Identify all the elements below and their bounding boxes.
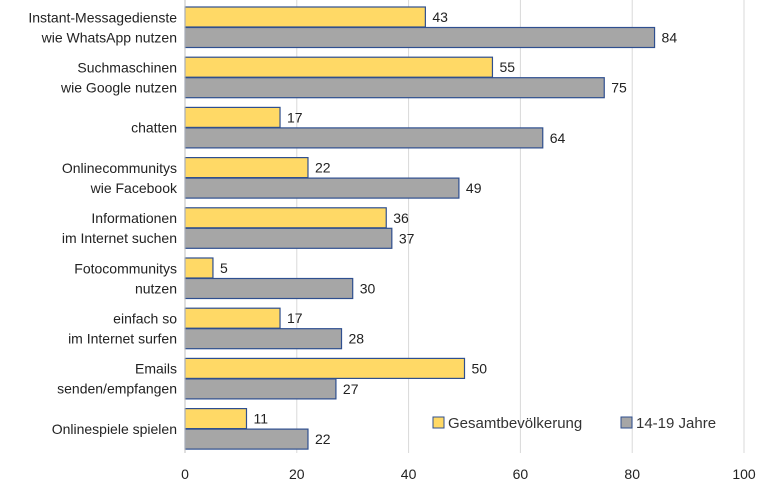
x-tick-label: 100 — [732, 466, 756, 482]
data-label: 50 — [472, 360, 488, 376]
data-label: 64 — [550, 130, 566, 146]
bar-jugend — [184, 428, 309, 450]
data-label: 55 — [499, 59, 515, 75]
data-label: 22 — [315, 160, 331, 176]
category-label: Onlinecommunitys — [62, 160, 177, 176]
category-label: Instant-Messagedienste — [28, 9, 177, 25]
legend-swatch — [432, 416, 445, 429]
data-label: 30 — [360, 281, 376, 297]
bar-gesamt — [184, 357, 466, 379]
category-label: einfach so — [113, 310, 177, 326]
legend-swatch — [620, 416, 633, 429]
category-label: im Internet surfen — [68, 330, 177, 346]
bar-jugend — [184, 277, 354, 300]
data-label: 28 — [349, 331, 365, 347]
category-label: wie Facebook — [90, 180, 178, 196]
bar-jugend — [184, 177, 460, 199]
bar-gesamt — [184, 408, 248, 430]
category-label: Onlinespiele spielen — [52, 421, 177, 437]
data-label: 75 — [611, 80, 627, 96]
bar-gesamt — [184, 157, 309, 179]
bar-gesamt — [184, 106, 281, 129]
data-label: 36 — [393, 210, 409, 226]
data-label: 11 — [253, 411, 268, 427]
bar-gesamt — [184, 207, 387, 229]
legend: Gesamtbevölkerung 14-19 Jahre — [432, 415, 716, 432]
category-label: nutzen — [135, 280, 177, 296]
data-label: 17 — [287, 310, 303, 326]
bar-gesamt — [184, 56, 494, 78]
category-label: Suchmaschinen — [77, 59, 177, 75]
data-label: 43 — [432, 9, 448, 25]
labels: 0 20 40 60 80 100 43 84 Instant-Messagedienste wi… — [28, 9, 756, 482]
data-label: 27 — [343, 381, 359, 397]
bar-jugend — [184, 77, 605, 99]
x-tick-label: 20 — [289, 466, 305, 482]
data-label: 49 — [466, 180, 482, 196]
bar-jugend — [184, 26, 656, 49]
data-label: 17 — [287, 109, 303, 125]
bar-gesamt — [184, 307, 281, 329]
category-label: wie Google nutzen — [60, 79, 177, 95]
data-label: 5 — [220, 260, 228, 276]
data-label: 84 — [662, 30, 678, 46]
x-tick-label: 40 — [401, 466, 417, 482]
bar-gesamt — [184, 257, 214, 279]
legend-label: Gesamtbevölkerung — [448, 415, 582, 432]
bar-jugend — [184, 378, 337, 400]
legend-label: 14-19 Jahre — [636, 415, 716, 432]
bar-gesamt — [184, 6, 426, 28]
data-label: 22 — [315, 431, 331, 447]
category-label: Emails — [135, 361, 177, 377]
x-tick-label: 60 — [513, 466, 529, 482]
bar-jugend — [184, 328, 343, 350]
bars — [184, 6, 656, 450]
category-label: senden/empfangen — [57, 381, 177, 397]
data-label: 37 — [399, 230, 415, 246]
category-label: Informationen — [91, 210, 177, 226]
bar-jugend — [184, 227, 393, 249]
category-label: wie WhatsApp nutzen — [41, 29, 177, 45]
x-tick-label: 80 — [624, 466, 640, 482]
category-label: chatten — [131, 120, 177, 136]
category-label: Fotocommunitys — [74, 260, 177, 276]
bar-jugend — [184, 127, 544, 149]
x-tick-label: 0 — [181, 466, 189, 482]
category-label: im Internet suchen — [62, 230, 177, 246]
